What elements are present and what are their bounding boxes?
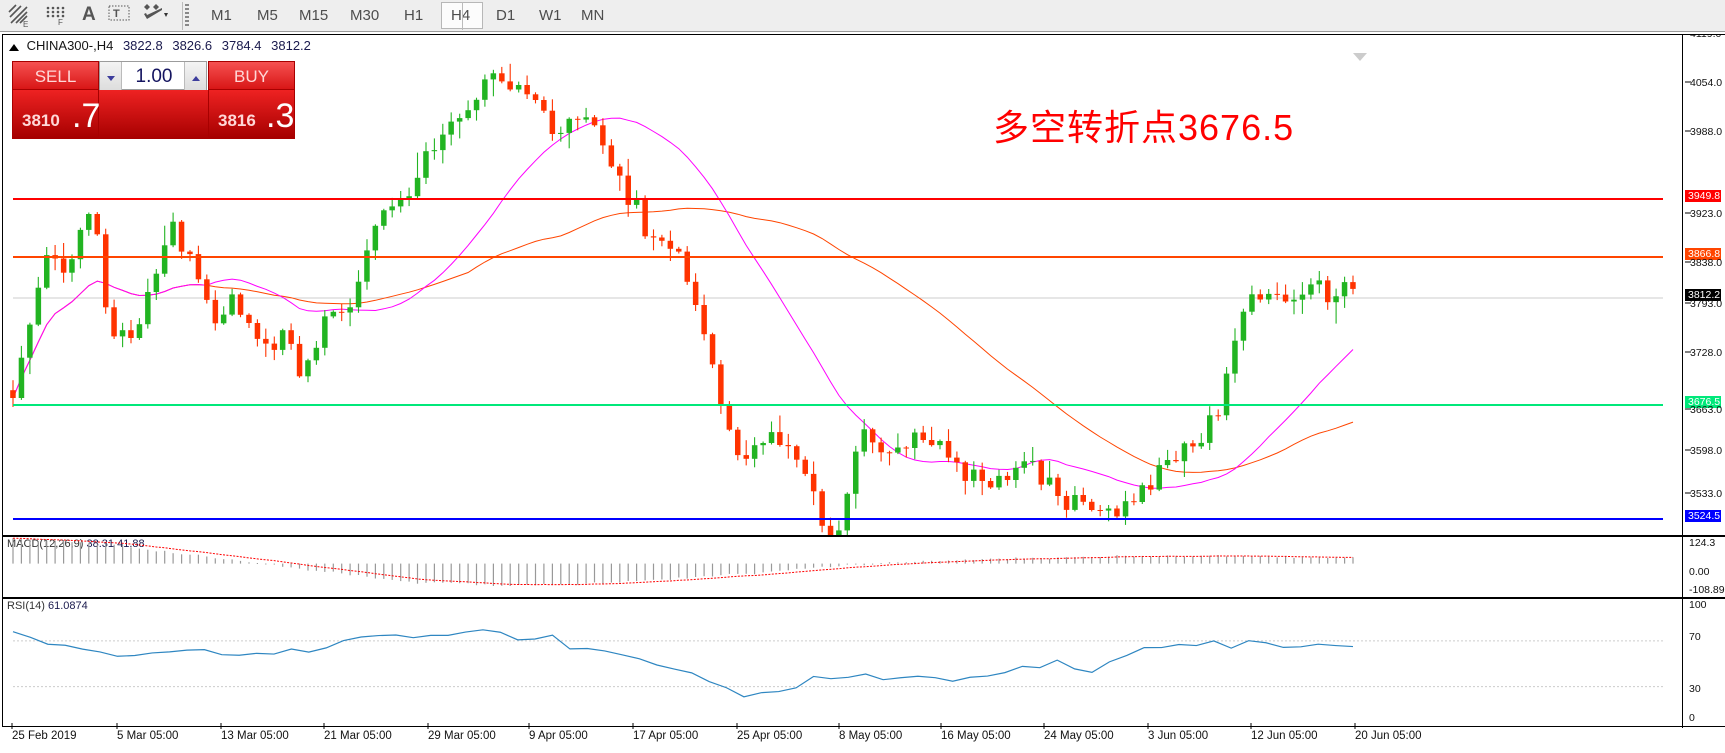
svg-text:T: T: [113, 8, 120, 20]
svg-text:E: E: [23, 20, 28, 28]
svg-text:F: F: [58, 18, 63, 26]
